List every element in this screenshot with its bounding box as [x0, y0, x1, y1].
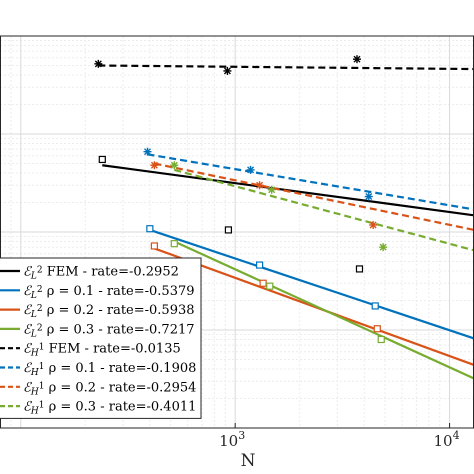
data-point-series-0	[224, 226, 233, 234]
data-point-series-4	[223, 66, 232, 75]
x-axis-label: N	[241, 451, 256, 471]
data-point-series-2	[259, 279, 267, 287]
x-ticks: 103 104	[219, 423, 460, 450]
data-point-series-6	[255, 181, 264, 190]
data-point-series-5	[143, 147, 152, 156]
data-point-series-0	[98, 155, 106, 164]
data-point-series-2	[373, 325, 381, 333]
data-markers	[94, 55, 388, 344]
data-point-series-6	[369, 220, 378, 229]
data-point-series-1	[146, 225, 154, 233]
data-point-series-7	[170, 161, 179, 170]
fit-line-series-7	[174, 168, 474, 252]
data-point-series-6	[150, 161, 159, 170]
legend-box	[0, 257, 202, 419]
data-point-series-4	[352, 55, 361, 64]
fit-line-series-1	[149, 228, 474, 340]
x-tick-label: 103	[219, 429, 245, 450]
data-point-series-4	[94, 59, 103, 68]
legend-entry: ℰH1 ρ = 0.1 - rate=-0.1908	[23, 361, 196, 378]
legend: ℰL2 FEM - rate=-0.2952 ℰL2 ρ = 0.1 - rate…	[0, 257, 202, 419]
legend-entry: ℰL2 ρ = 0.2 - rate=-0.5938	[23, 303, 195, 320]
legend-entry: ℰL2 FEM - rate=-0.2952	[23, 265, 179, 282]
data-point-series-7	[267, 185, 276, 194]
data-point-series-1	[256, 261, 264, 269]
data-point-series-1	[371, 302, 379, 310]
legend-entry: ℰH1 ρ = 0.3 - rate=-0.4011	[23, 400, 196, 417]
data-point-series-2	[150, 242, 158, 250]
x-tick-label: 104	[434, 429, 460, 450]
legend-entry: ℰH1 ρ = 0.2 - rate=-0.2954	[23, 380, 196, 397]
fit-line-series-2	[154, 247, 474, 366]
data-point-series-0	[355, 265, 364, 273]
fit-line-series-4	[98, 64, 474, 71]
data-point-series-3	[377, 335, 385, 344]
data-point-series-5	[246, 165, 255, 174]
data-point-series-3	[170, 240, 178, 248]
data-point-series-7	[379, 243, 388, 252]
fit-line-series-5	[147, 153, 474, 211]
legend-entry: ℰL2 ρ = 0.1 - rate=-0.5379	[23, 284, 195, 301]
fit-line-series-3	[173, 240, 474, 380]
legend-entry: ℰL2 ρ = 0.3 - rate=-0.7217	[23, 322, 195, 339]
legend-entry: ℰH1 FEM - rate=-0.0135	[23, 342, 181, 359]
data-point-series-3	[266, 282, 274, 290]
fit-lines	[98, 64, 474, 380]
data-point-series-5	[364, 192, 373, 201]
